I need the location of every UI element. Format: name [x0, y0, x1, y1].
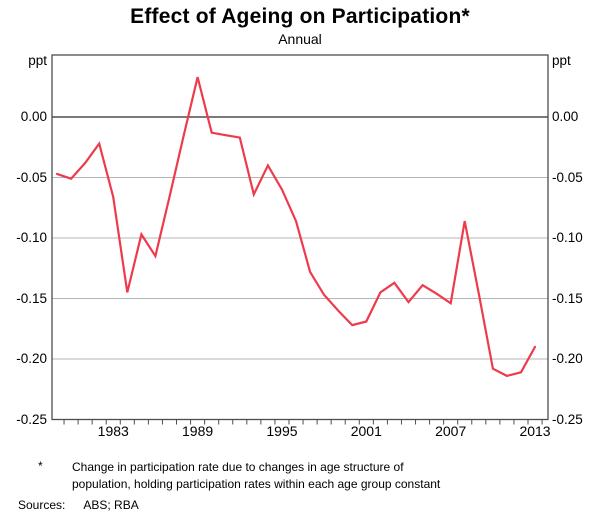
chart-subtitle: Annual — [278, 31, 322, 47]
y-tick-label-left: -0.05 — [16, 169, 47, 185]
sources-row: Sources: ABS; RBA — [18, 498, 139, 512]
y-tick-label-right: -0.05 — [552, 169, 583, 185]
sources-label: Sources: — [18, 498, 66, 512]
sources-value: ABS; RBA — [83, 498, 139, 512]
y-axis-unit-right: ppt — [552, 53, 571, 68]
y-tick-label-right: -0.10 — [552, 230, 583, 245]
x-tick-label-year: 1989 — [182, 423, 214, 439]
x-tick-label-year: 2013 — [519, 423, 551, 439]
y-tick-label-left: -0.15 — [16, 290, 47, 306]
y-axis-unit-left: ppt — [28, 53, 47, 68]
x-tick-label-year: 1983 — [97, 423, 129, 439]
x-tick-label-year: 1995 — [266, 423, 298, 439]
y-tick-label-left: -0.10 — [16, 230, 47, 245]
plot-frame — [51, 54, 549, 421]
x-tick-label-year: 2001 — [350, 423, 382, 439]
footnote-marker: * — [38, 459, 43, 473]
y-tick-label-left: -0.20 — [16, 351, 47, 366]
y-tick-label-right: -0.15 — [552, 290, 583, 306]
y-tick-label-right: -0.20 — [552, 351, 583, 366]
footnote-text: Change in participation rate due to chan… — [72, 460, 441, 491]
y-tick-label-left: -0.25 — [16, 411, 47, 427]
data-line-ageing-effect — [55, 76, 537, 378]
y-tick-label-right: 0.00 — [552, 109, 579, 124]
y-tick-label-right: -0.25 — [552, 411, 583, 427]
x-tick-label-year: 2007 — [435, 423, 467, 439]
y-tick-label-left: 0.00 — [20, 109, 47, 124]
chart-title: Effect of Ageing on Participation* — [130, 5, 470, 28]
